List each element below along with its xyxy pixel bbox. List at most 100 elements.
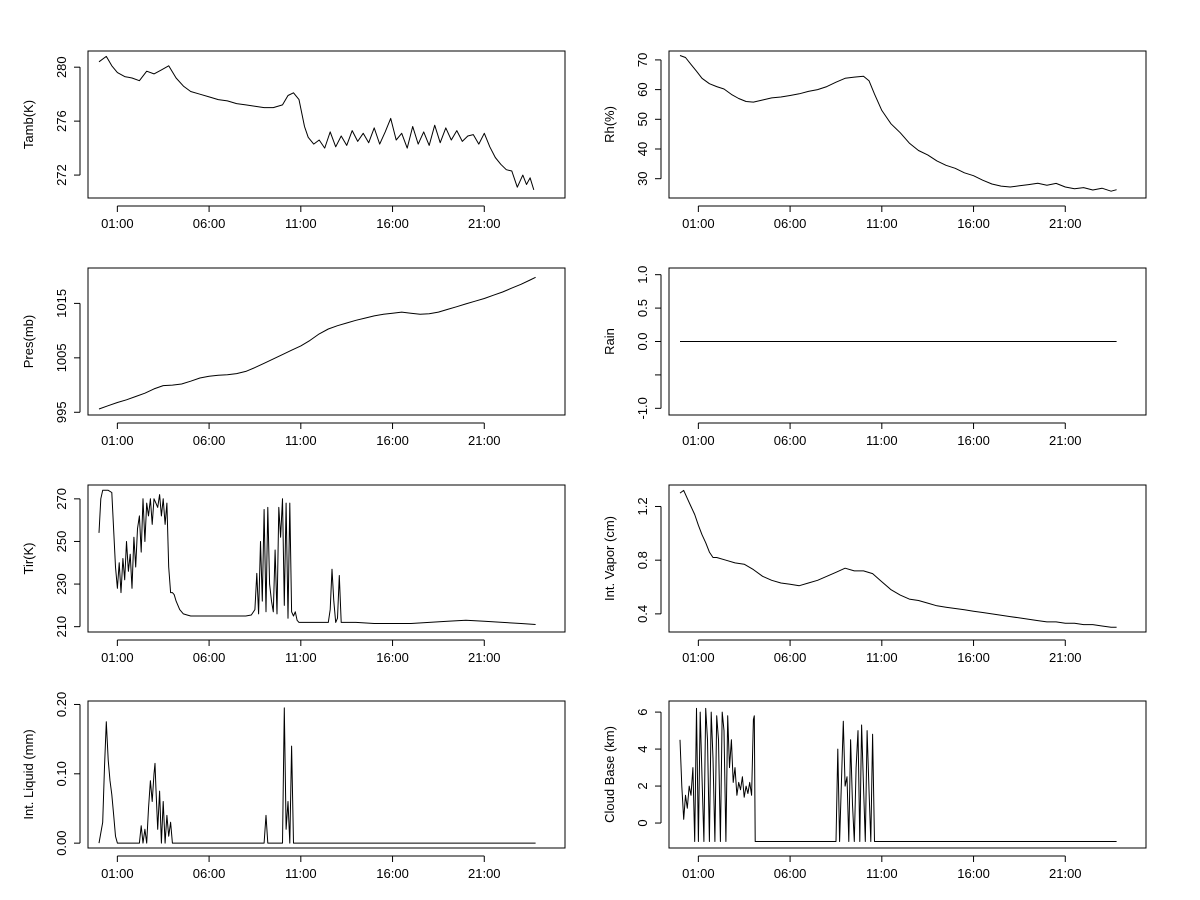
y-tick-label: -1.0 bbox=[635, 397, 650, 419]
series-line bbox=[98, 489, 536, 625]
y-tick-label: 280 bbox=[54, 56, 69, 78]
y-tick-label: 0.00 bbox=[54, 830, 69, 855]
y-tick-label: 270 bbox=[54, 488, 69, 510]
y-tick-label: 50 bbox=[635, 112, 650, 126]
series-line bbox=[98, 276, 536, 410]
x-tick-label: 11:00 bbox=[285, 216, 317, 231]
x-tick-label: 16:00 bbox=[376, 866, 409, 881]
x-tick-label: 01:00 bbox=[101, 866, 134, 881]
x-tick-label: 16:00 bbox=[957, 650, 990, 665]
y-tick-label: 6 bbox=[635, 708, 650, 715]
y-tick-label: 1015 bbox=[54, 289, 69, 318]
y-axis-label: Cloud Base (km) bbox=[602, 726, 617, 823]
panel-2: 995 1005 1015 01:00 06:00 11:00 16:00 21:00 Pres… bbox=[21, 267, 566, 448]
y-tick-label: 70 bbox=[635, 53, 650, 67]
panel-0: 272 276 280 01:00 06:00 11:00 16:00 21:00 Tamb(K… bbox=[21, 50, 566, 231]
panel-1: 30 40 50 60 70 01:00 06:00 11:00 16:00 21:00 Rh(%) bbox=[602, 50, 1147, 231]
y-tick-label: 0.5 bbox=[635, 299, 650, 317]
plot-frame bbox=[87, 484, 566, 633]
x-tick-label: 21:00 bbox=[1049, 650, 1082, 665]
x-tick-label: 21:00 bbox=[468, 650, 501, 665]
x-tick-label: 06:00 bbox=[193, 866, 226, 881]
y-axis-label: Rh(%) bbox=[602, 106, 617, 143]
plot-frame bbox=[668, 484, 1147, 633]
x-tick-label: 01:00 bbox=[682, 216, 715, 231]
y-tick-label: 0.20 bbox=[54, 692, 69, 717]
y-axis-label: Rain bbox=[602, 328, 617, 355]
x-tick-label: 11:00 bbox=[285, 866, 317, 881]
y-tick-label: 276 bbox=[54, 110, 69, 132]
y-tick-label: 272 bbox=[54, 164, 69, 186]
y-tick-label: 0.8 bbox=[635, 551, 650, 569]
plot-frame bbox=[87, 700, 566, 849]
x-tick-label: 16:00 bbox=[376, 650, 409, 665]
x-tick-label: 06:00 bbox=[193, 216, 226, 231]
y-tick-label: 0 bbox=[635, 819, 650, 826]
y-axis-label: Tamb(K) bbox=[21, 100, 36, 149]
y-tick-label: 4 bbox=[635, 745, 650, 752]
plot-frame bbox=[668, 50, 1147, 199]
y-tick-label: 1.0 bbox=[635, 266, 650, 284]
x-tick-label: 06:00 bbox=[774, 216, 807, 231]
plot-frame bbox=[87, 50, 566, 199]
y-tick-label: 30 bbox=[635, 171, 650, 185]
x-tick-label: 16:00 bbox=[376, 433, 409, 448]
plot-frame bbox=[668, 700, 1147, 849]
panel-6: 0.00 0.10 0.20 01:00 06:00 11:00 16:00 21:00 Int… bbox=[21, 692, 566, 881]
series-line bbox=[98, 55, 535, 191]
y-tick-label: 995 bbox=[54, 401, 69, 423]
x-tick-label: 06:00 bbox=[193, 433, 226, 448]
x-tick-label: 16:00 bbox=[957, 866, 990, 881]
y-tick-label: 2 bbox=[635, 782, 650, 789]
x-tick-label: 21:00 bbox=[1049, 216, 1082, 231]
x-tick-label: 01:00 bbox=[101, 216, 134, 231]
series-line bbox=[98, 707, 536, 844]
y-tick-label: 60 bbox=[635, 82, 650, 96]
x-tick-label: 16:00 bbox=[957, 433, 990, 448]
x-tick-label: 11:00 bbox=[285, 650, 317, 665]
x-tick-label: 06:00 bbox=[193, 650, 226, 665]
series-line bbox=[679, 55, 1117, 192]
y-tick-label: 0.4 bbox=[635, 605, 650, 623]
x-tick-label: 11:00 bbox=[866, 216, 898, 231]
y-tick-label: 1005 bbox=[54, 343, 69, 372]
x-tick-label: 11:00 bbox=[866, 650, 898, 665]
x-tick-label: 01:00 bbox=[682, 433, 715, 448]
y-axis-label: Tir(K) bbox=[21, 542, 36, 574]
plot-frame bbox=[87, 267, 566, 416]
x-tick-label: 21:00 bbox=[468, 433, 501, 448]
series-line bbox=[679, 707, 1117, 842]
x-tick-label: 01:00 bbox=[101, 433, 134, 448]
series-line bbox=[679, 489, 1117, 628]
y-tick-label: 250 bbox=[54, 531, 69, 553]
x-tick-label: 21:00 bbox=[468, 866, 501, 881]
y-tick-label: 0.0 bbox=[635, 332, 650, 350]
panel-4: 210 230 250 270 01:00 06:00 11:00 16:00 21:00 Tir… bbox=[21, 484, 566, 665]
y-tick-label: 0.10 bbox=[54, 761, 69, 786]
y-tick-label: 40 bbox=[635, 142, 650, 156]
y-tick-label: 230 bbox=[54, 573, 69, 595]
x-tick-label: 16:00 bbox=[376, 216, 409, 231]
y-axis-label: Int. Liquid (mm) bbox=[21, 729, 36, 819]
x-tick-label: 11:00 bbox=[285, 433, 317, 448]
y-axis-label: Int. Vapor (cm) bbox=[602, 516, 617, 601]
x-tick-label: 06:00 bbox=[774, 433, 807, 448]
panel-5: 0.4 0.8 1.2 01:00 06:00 11:00 16:00 21:00 Int. V… bbox=[602, 484, 1147, 665]
x-tick-label: 11:00 bbox=[866, 866, 898, 881]
x-tick-label: 16:00 bbox=[957, 216, 990, 231]
plot-frame bbox=[668, 267, 1147, 416]
y-tick-label: 210 bbox=[54, 616, 69, 638]
x-tick-label: 01:00 bbox=[682, 650, 715, 665]
panel-7: 0 2 4 6 01:00 06:00 11:00 16:00 21:00 Cloud Base … bbox=[602, 700, 1147, 881]
y-tick-label: 1.2 bbox=[635, 497, 650, 515]
x-tick-label: 06:00 bbox=[774, 650, 807, 665]
x-tick-label: 21:00 bbox=[468, 216, 501, 231]
x-tick-label: 21:00 bbox=[1049, 866, 1082, 881]
x-tick-label: 21:00 bbox=[1049, 433, 1082, 448]
y-axis-label: Pres(mb) bbox=[21, 315, 36, 368]
x-tick-label: 01:00 bbox=[101, 650, 134, 665]
x-tick-label: 06:00 bbox=[774, 866, 807, 881]
panel-3: -1.0 0.0 0.5 1.0 01:00 06:00 11:00 16:00 21:00 Ra… bbox=[602, 266, 1147, 448]
x-tick-label: 11:00 bbox=[866, 433, 898, 448]
